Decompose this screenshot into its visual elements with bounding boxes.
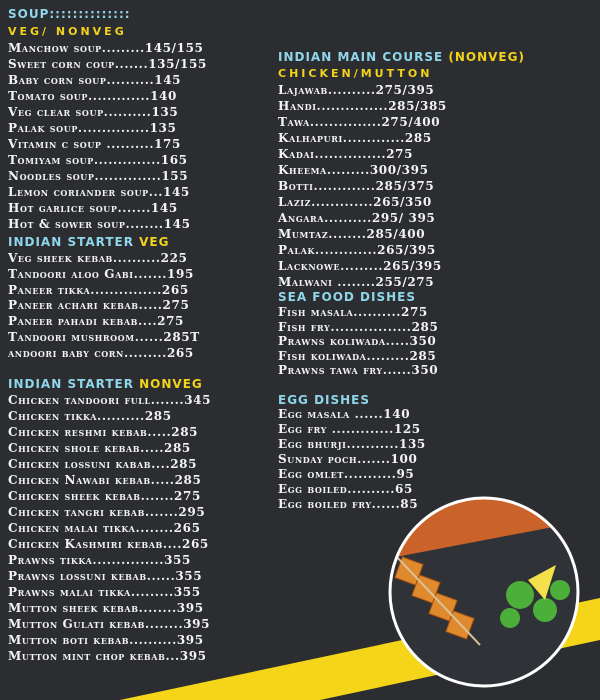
menu-item: Botti.............285/375: [278, 179, 435, 193]
menu-item: Manchow soup.........145/155: [8, 41, 204, 55]
menu-item: Egg masala ......140: [278, 407, 411, 421]
menu-item: Prawns tikka...............355: [8, 553, 191, 567]
menu-item: Tomiyam soup..............165: [8, 153, 188, 167]
menu-item: Tandoori aloo Gabi.......195: [8, 266, 194, 281]
menu-item: Chicken tandoori full.......345: [8, 393, 212, 407]
menu-item: Chicken tangri kebab.......295: [8, 505, 206, 519]
menu-item: Fish koliwada.........285: [278, 348, 437, 363]
menu-item: Veg sheek kebab..........225: [8, 251, 188, 265]
section-subtitle: CHICKEN/MUTTON: [278, 67, 433, 80]
menu-item: Paneer pahadi kebab....275: [8, 314, 184, 329]
menu-item: Egg boiled fry......85: [278, 497, 419, 511]
menu-item: Palak soup...............135: [8, 121, 177, 135]
menu-item: Prawns lossuni kebab......355: [8, 569, 203, 583]
menu-item: Baby corn soup..........145: [8, 73, 182, 87]
menu-item: Chicken shole kebab.....285: [8, 441, 191, 455]
section-title-accent: VEG: [139, 235, 170, 249]
menu-item: Prawns koliwada.....350: [278, 334, 437, 348]
menu-item: Chicken Kashmiri kebab....265: [8, 537, 209, 551]
food-photo: [390, 498, 578, 686]
menu-item: Lemon coriander soup...145: [8, 185, 190, 199]
menu-item: Chicken tikka..........285: [8, 409, 172, 423]
menu-item: Prawns tawa fry......350: [278, 363, 439, 377]
menu-item: Veg clear soup..........135: [8, 105, 179, 119]
menu-item: Mutton boti kebab..........395: [8, 633, 204, 647]
menu-item: Noodles soup..............155: [8, 169, 189, 183]
menu-item: Chicken malai tikka........265: [8, 521, 201, 535]
menu-item: Lacknowe.........265/395: [278, 259, 442, 273]
menu-item: Chicken reshmi kebab.....285: [8, 425, 199, 439]
menu-item: Chicken lossuni kabab....285: [8, 457, 198, 471]
menu-item: Sunday poch.......100: [278, 452, 418, 466]
section-title: SEA FOOD DISHES: [278, 290, 416, 304]
menu-item: Egg boiled..........65: [278, 482, 413, 496]
menu-item: Egg bhurji...........135: [278, 437, 426, 451]
menu-item: Sweet corn coup.......135/155: [8, 57, 207, 71]
menu-item: Kheema.........300/395: [278, 163, 429, 177]
menu-item: Fish masala..........275: [278, 305, 428, 319]
section-title: INDIAN STARTER NONVEG: [8, 377, 203, 391]
menu-item: Kalhapuri.............285: [278, 131, 432, 145]
menu-item: Handi...............285/385: [278, 99, 447, 113]
menu-item: Laziz.............265/350: [278, 195, 432, 209]
menu-item: Tomato soup.............140: [8, 89, 177, 103]
menu-item: Vitamin c soup ..........175: [8, 137, 181, 151]
menu-item: Hot & sower soup........145: [8, 217, 191, 231]
section-title: INDIAN STARTER VEG: [8, 235, 170, 249]
menu-item: Hot garlice soup.......145: [8, 201, 178, 215]
menu-item: Mutton sheek kebab........395: [8, 601, 204, 615]
menu-item: Prawns malai tikka.........355: [8, 585, 201, 599]
section-title: INDIAN MAIN COURSE (NONVEG): [278, 50, 525, 64]
menu-item: Angara..........295/ 395: [278, 211, 436, 225]
menu-item: Palak.............265/395: [278, 243, 436, 257]
menu-item: andoori baby corn.........265: [8, 345, 194, 360]
menu-item: Chicken sheek kebab.......275: [8, 489, 201, 503]
menu-item: Egg fry .............125: [278, 422, 421, 436]
section-subtitle: VEG/ NONVEG: [8, 25, 127, 38]
section-title-accent: (NONVEG): [448, 50, 525, 64]
section-title-accent: NONVEG: [139, 377, 203, 391]
menu-item: Lajawab..........275/395: [278, 83, 435, 97]
menu-item: Paneer achari kebab.....275: [8, 298, 190, 313]
menu-item: Malwani ........255/275: [278, 275, 435, 289]
menu-item: Paneer tikka...............265: [8, 282, 189, 297]
menu-item: Tandoori mushroom......285T: [8, 330, 200, 344]
menu-item: Fish fry.................285: [278, 319, 439, 334]
menu-item: Mutton Gulati kebab........395: [8, 617, 211, 631]
menu-item: Egg omlet...........95: [278, 467, 415, 481]
menu-item: Mutton mint chop kebab...395: [8, 649, 207, 663]
menu-item: Mumtaz........285/400: [278, 227, 426, 241]
section-title: SOUP::::::::::::::: [8, 7, 131, 21]
menu-item: Tawa...............275/400: [278, 115, 441, 129]
menu-item: Kadai...............275: [278, 147, 414, 161]
menu-item: Chicken Nawabi kebab.....285: [8, 473, 202, 487]
section-title: EGG DISHES: [278, 393, 371, 407]
